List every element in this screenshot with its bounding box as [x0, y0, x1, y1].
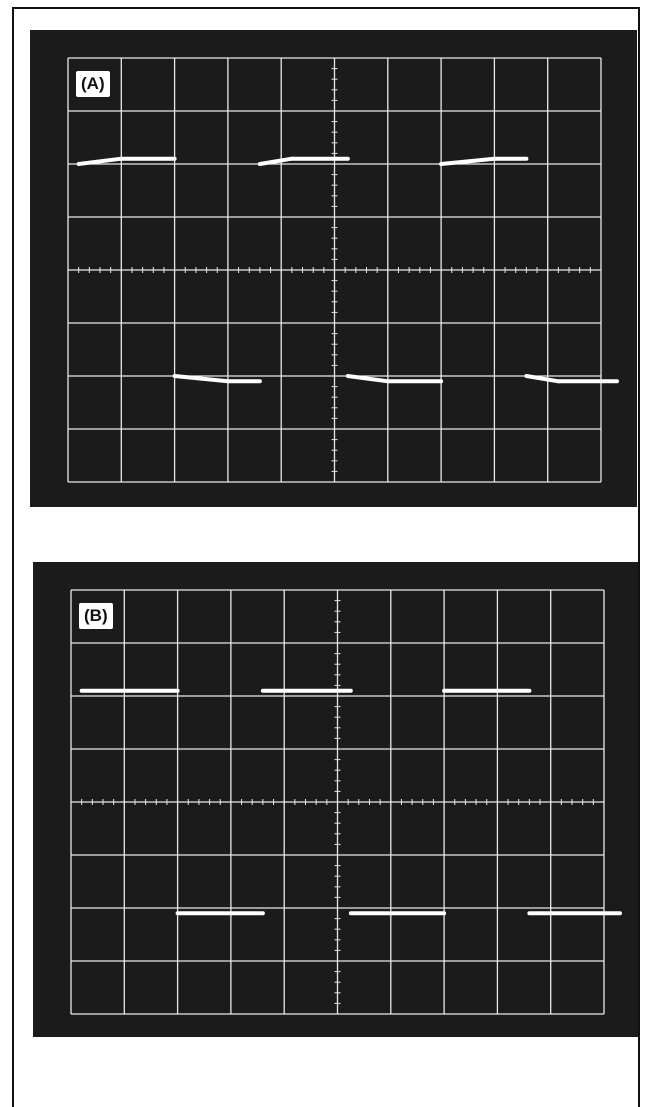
panel-label-a: (A) — [76, 71, 110, 97]
trace-point — [173, 157, 177, 161]
trace-point — [618, 911, 622, 915]
trace-point — [261, 911, 265, 915]
trace-point — [258, 379, 262, 383]
trace-point — [615, 379, 619, 383]
trace-point — [527, 689, 531, 693]
scope-plot-b — [70, 589, 622, 1015]
trace-point — [290, 157, 294, 161]
trace-point — [556, 379, 560, 383]
trace-point — [119, 157, 123, 161]
trace-point — [442, 689, 446, 693]
trace-segment — [257, 156, 294, 166]
scope-plot-a — [67, 57, 619, 483]
trace-segment — [172, 374, 230, 384]
trace-point — [439, 162, 443, 166]
trace-point — [176, 911, 180, 915]
trace-segment — [76, 156, 124, 166]
trace-a — [76, 156, 619, 384]
trace-b — [79, 688, 622, 916]
center-ticks-b — [70, 589, 605, 1015]
trace-segment — [524, 374, 561, 384]
panel-label-b: (B) — [79, 603, 113, 629]
trace-point — [261, 689, 265, 693]
trace-point — [492, 157, 496, 161]
trace-point — [346, 157, 350, 161]
trace-point — [386, 379, 390, 383]
trace-point — [442, 911, 446, 915]
trace-point — [349, 689, 353, 693]
trace-segment — [345, 374, 390, 384]
oscilloscope-screen-b: (B) — [33, 562, 638, 1037]
trace-point — [524, 157, 528, 161]
trace-point — [439, 379, 443, 383]
oscilloscope-screen-a: (A) — [30, 30, 637, 507]
trace-point — [80, 689, 84, 693]
trace-point — [349, 911, 353, 915]
trace-point — [527, 911, 531, 915]
trace-point — [176, 689, 180, 693]
trace-point — [524, 374, 528, 378]
trace-point — [173, 374, 177, 378]
center-ticks-a — [67, 57, 602, 483]
trace-segment — [439, 156, 497, 166]
trace-point — [226, 379, 230, 383]
figure-frame — [12, 7, 640, 1107]
trace-point — [258, 162, 262, 166]
trace-point — [77, 162, 81, 166]
trace-point — [346, 374, 350, 378]
